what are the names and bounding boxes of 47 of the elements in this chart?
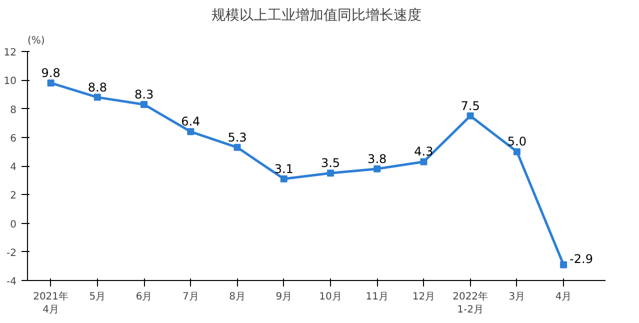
text: 3.5 bbox=[320, 156, 340, 170]
point bbox=[374, 165, 381, 172]
point bbox=[326, 170, 334, 177]
point bbox=[513, 148, 520, 156]
x-tick-label: 11月 bbox=[366, 292, 388, 302]
text: -2.9 bbox=[570, 252, 593, 266]
point bbox=[47, 79, 54, 86]
y-tick-label: 0 bbox=[10, 219, 17, 230]
y-tick-label: -4 bbox=[6, 276, 17, 288]
y-tick-label: 4 bbox=[10, 162, 17, 173]
y-tick-label: 6 bbox=[10, 133, 17, 144]
text: 5.3 bbox=[228, 130, 247, 144]
y-tick-label: 10 bbox=[4, 76, 17, 88]
point bbox=[234, 144, 241, 151]
point bbox=[187, 128, 194, 136]
text: 5.0 bbox=[507, 134, 526, 149]
text: 8.3 bbox=[134, 87, 154, 102]
x-tick-label: 2022年 1-2月 bbox=[452, 290, 488, 316]
point bbox=[140, 100, 148, 108]
point bbox=[420, 158, 428, 166]
x-tick-label: 8月 bbox=[229, 292, 246, 302]
text: 3.8 bbox=[368, 152, 387, 166]
x-tick-label: 3月 bbox=[508, 292, 526, 302]
x-tick-label: 9月 bbox=[276, 292, 292, 302]
x-tick-label: 2021年 4月 bbox=[33, 290, 69, 316]
text: 9.8 bbox=[41, 66, 60, 80]
chart-title: 规模以上工业增加值同比增长速度 bbox=[212, 8, 422, 24]
text: 7.5 bbox=[460, 98, 480, 113]
text: 3.1 bbox=[274, 162, 294, 176]
text: 4.3 bbox=[414, 144, 434, 159]
text: 8.8 bbox=[88, 80, 107, 94]
y-axis-title: (%) bbox=[28, 36, 45, 46]
x-tick-label: 4月 bbox=[555, 292, 572, 302]
y-tick-label: 8 bbox=[10, 104, 17, 116]
text: 6.4 bbox=[181, 114, 200, 129]
point bbox=[466, 112, 474, 120]
point bbox=[560, 261, 568, 268]
x-tick-label: 10月 bbox=[319, 292, 342, 302]
y-tick-label: 2 bbox=[10, 190, 17, 202]
x-tick-label: 6月 bbox=[136, 292, 152, 302]
point bbox=[94, 94, 101, 101]
y-tick-label: -2 bbox=[6, 248, 17, 259]
point bbox=[280, 175, 288, 182]
x-tick-label: 12月 bbox=[412, 292, 436, 302]
y-tick-label: 12 bbox=[4, 48, 17, 58]
x-tick-label: 5月 bbox=[89, 292, 106, 302]
x-tick-label: 7月 bbox=[182, 292, 199, 302]
